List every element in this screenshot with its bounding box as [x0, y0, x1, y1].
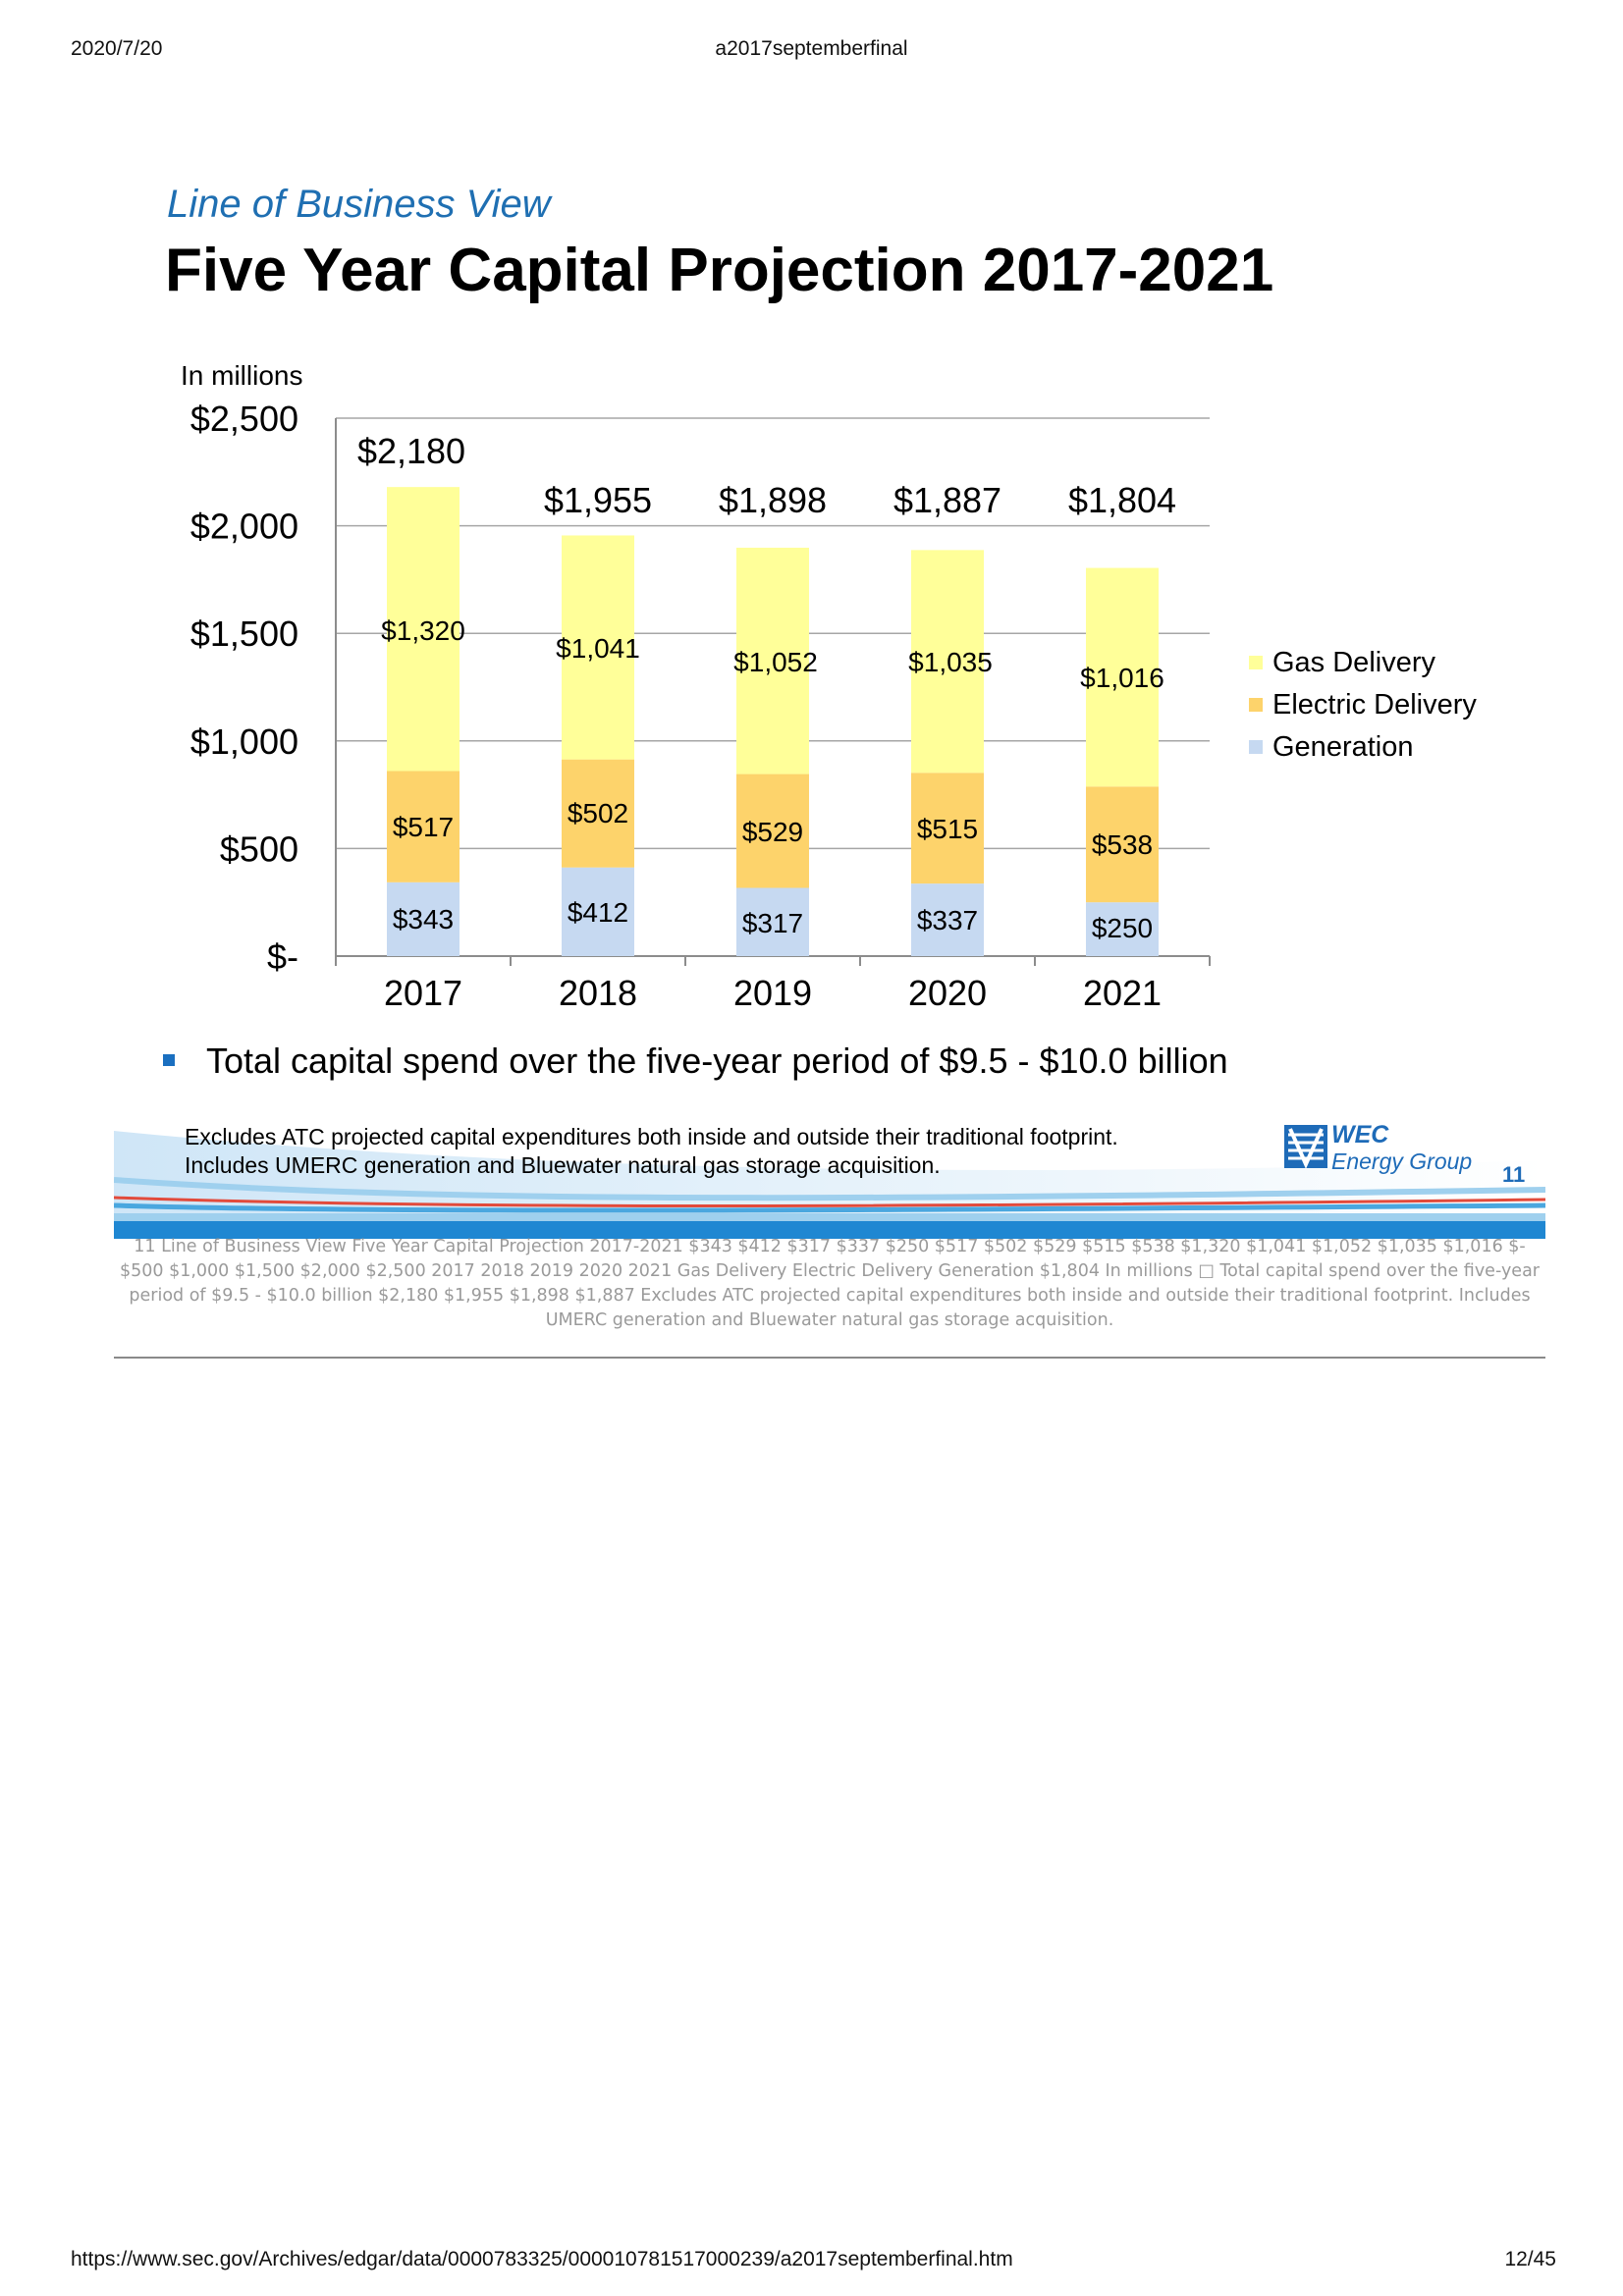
data-label: $1,052	[733, 647, 818, 677]
total-label: $1,955	[544, 480, 652, 520]
x-tick-label: 2019	[733, 973, 812, 1013]
y-tick-label: $1,000	[190, 721, 298, 762]
total-label: $1,887	[893, 480, 1001, 520]
total-label: $1,804	[1068, 480, 1176, 520]
x-tick-label: 2017	[384, 973, 462, 1013]
data-label: $515	[917, 814, 978, 844]
bar-electric-delivery	[911, 773, 984, 884]
bar-generation	[1086, 902, 1159, 956]
data-label: $538	[1092, 829, 1153, 860]
data-label: $337	[917, 905, 978, 935]
x-tick-label: 2021	[1083, 973, 1162, 1013]
y-tick-label: $-	[267, 936, 298, 977]
bar-generation	[387, 881, 460, 956]
data-label: $1,016	[1080, 663, 1164, 693]
y-tick-label: $2,500	[190, 399, 298, 439]
bullet-total-spend: Total capital spend over the five-year p…	[206, 1041, 1228, 1081]
bar-gas-delivery	[562, 535, 634, 760]
y-tick-label: $500	[220, 828, 298, 869]
bullet-marker	[163, 1054, 175, 1066]
bar-generation	[736, 887, 809, 956]
print-date: 2020/7/20	[71, 37, 163, 60]
legend-swatch	[1249, 698, 1263, 712]
wec-logo-icon	[1284, 1125, 1327, 1168]
legend-swatch	[1249, 740, 1263, 754]
y-tick-label: $1,500	[190, 614, 298, 654]
capital-projection-chart: In millions $- $500 $1,000 $1,500 $2,000 $2,50…	[181, 360, 1477, 1013]
bar-gas-delivery	[911, 550, 984, 774]
bar-gas-delivery	[387, 487, 460, 772]
total-label: $1,898	[719, 480, 827, 520]
bar-gas-delivery	[1086, 567, 1159, 787]
data-label: $1,041	[556, 633, 640, 664]
footnote-umerc: Includes UMERC generation and Bluewater …	[185, 1152, 941, 1178]
data-label: $529	[742, 817, 803, 847]
bar-gas-delivery	[736, 547, 809, 774]
logo-wordmark-sub: Energy Group	[1331, 1148, 1473, 1174]
legend-entry: Electric Delivery	[1272, 689, 1477, 721]
slide-subtitle: Line of Business View	[167, 183, 551, 226]
x-tick-label: 2020	[908, 973, 987, 1013]
bar-generation	[911, 883, 984, 956]
total-label: $2,180	[357, 431, 465, 471]
divider	[114, 1357, 1545, 1359]
footnote-atc: Excludes ATC projected capital expenditu…	[185, 1124, 1118, 1149]
y-tick-label: $2,000	[190, 507, 298, 547]
bar-electric-delivery	[562, 759, 634, 868]
data-label: $412	[568, 897, 628, 928]
data-label: $1,035	[908, 647, 993, 677]
data-label: $502	[568, 798, 628, 828]
bar-electric-delivery	[1086, 786, 1159, 903]
slide-title: Five Year Capital Projection 2017-2021	[165, 237, 1274, 304]
slide-number: 11	[1502, 1162, 1526, 1187]
print-doc-title: a2017septemberfinal	[715, 37, 908, 60]
legend-entry: Generation	[1272, 731, 1414, 763]
bar-electric-delivery	[387, 771, 460, 882]
decorative-wave-band	[114, 1131, 1545, 1239]
logo-wordmark: WEC	[1331, 1121, 1389, 1148]
data-label: $250	[1092, 913, 1153, 943]
legend-swatch	[1249, 656, 1263, 669]
print-page-number: 12/45	[1504, 2248, 1556, 2270]
x-tick-label: 2018	[559, 973, 637, 1013]
print-url: https://www.sec.gov/Archives/edgar/data/…	[71, 2248, 1013, 2270]
data-label: $343	[393, 904, 454, 934]
bar-generation	[562, 867, 634, 956]
legend-entry: Gas Delivery	[1272, 647, 1435, 678]
data-label: $1,320	[381, 615, 465, 646]
bar-electric-delivery	[736, 774, 809, 888]
slide-alt-text: 11 Line of Business View Five Year Capit…	[119, 1237, 1540, 1330]
y-unit-label: In millions	[181, 360, 302, 391]
data-label: $317	[742, 908, 803, 938]
data-label: $517	[393, 812, 454, 842]
